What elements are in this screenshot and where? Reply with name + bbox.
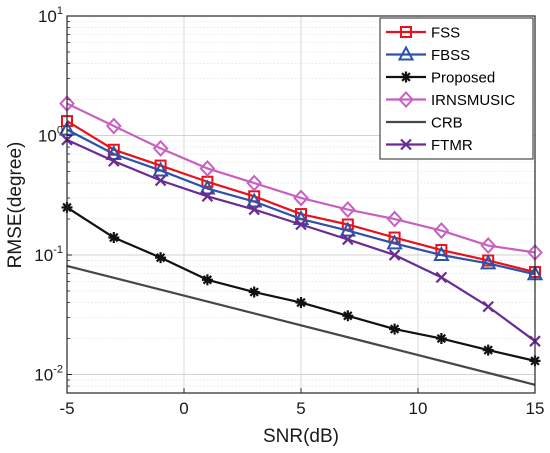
legend-marker xyxy=(400,138,412,151)
data-point-irnsmusic xyxy=(199,159,216,177)
x-tick-label: -5 xyxy=(59,399,74,418)
marker-stroke xyxy=(201,190,214,203)
legend-item-fss: FSS xyxy=(386,25,460,42)
marker-stroke xyxy=(435,271,448,284)
data-point-ftmr xyxy=(342,233,354,246)
legend-label: CRB xyxy=(431,115,463,132)
data-point-fbss xyxy=(339,221,356,237)
marker-stroke xyxy=(388,249,401,261)
marker-stroke xyxy=(436,333,447,344)
legend-item-ftmr: FTMR xyxy=(386,137,473,154)
series-irnsmusic xyxy=(59,95,543,261)
data-point-ftmr xyxy=(108,155,120,167)
axis-ticks: -5 0 5 10 15 101 100 10-1 10-2 xyxy=(34,5,544,418)
marker-stroke xyxy=(109,232,119,243)
legend-marker xyxy=(398,91,414,108)
data-point-fbss xyxy=(246,192,263,208)
data-point-ftmr xyxy=(201,190,214,203)
data-point-proposed xyxy=(201,274,213,286)
data-point-proposed xyxy=(155,252,167,264)
legend-box xyxy=(379,17,534,160)
series-fbss xyxy=(58,120,544,281)
data-point-ftmr xyxy=(435,271,448,284)
data-point-proposed xyxy=(108,232,120,244)
marker-stroke xyxy=(343,311,353,321)
legend-item-proposed: Proposed xyxy=(386,70,495,87)
x-tick-label: 10 xyxy=(409,399,428,418)
legend-marker xyxy=(397,45,415,61)
marker-stroke xyxy=(154,174,167,187)
marker-stroke xyxy=(401,72,411,82)
data-point-proposed xyxy=(482,344,494,356)
data-point-irnsmusic xyxy=(246,174,263,192)
marker-stroke xyxy=(400,138,412,151)
marker-stroke xyxy=(296,297,306,308)
data-point-proposed xyxy=(435,333,447,345)
marker-stroke xyxy=(482,300,494,313)
legend: FSS FBSS Proposed IRNSMUSIC CRB FTMR xyxy=(379,17,534,160)
legend-item-irnsmusic: IRNSMUSIC xyxy=(386,91,515,109)
data-point-ftmr xyxy=(482,300,494,313)
series-ftmr xyxy=(61,134,541,347)
marker-stroke xyxy=(483,345,493,355)
x-tick-label: 5 xyxy=(296,399,305,418)
data-point-fbss xyxy=(152,161,169,177)
data-point-proposed xyxy=(248,286,260,298)
data-point-fbss xyxy=(199,179,216,195)
marker-stroke xyxy=(248,203,260,216)
legend-marker xyxy=(400,71,412,83)
marker-stroke xyxy=(295,218,307,231)
y-tick-label: 10-1 xyxy=(34,244,63,265)
legend-label: FBSS xyxy=(431,47,470,64)
data-point-irnsmusic xyxy=(105,117,122,135)
data-point-irnsmusic xyxy=(433,222,450,240)
marker-stroke xyxy=(202,275,213,285)
y-axis-title: RMSE(degree) xyxy=(5,142,26,269)
y-tick-label: 10-2 xyxy=(34,363,63,384)
data-point-ftmr xyxy=(154,174,167,187)
legend-marker xyxy=(400,26,412,38)
legend-item-fbss: FBSS xyxy=(386,45,470,64)
series-line-crb xyxy=(66,264,536,386)
data-point-fbss xyxy=(433,245,450,261)
x-axis-title: SNR(dB) xyxy=(263,426,339,447)
data-point-proposed xyxy=(389,323,401,335)
data-point-fbss xyxy=(386,234,403,250)
legend-label: Proposed xyxy=(431,70,495,87)
y-tick-label: 100 xyxy=(38,124,63,145)
data-point-ftmr xyxy=(388,249,401,261)
data-point-proposed xyxy=(342,310,354,322)
data-point-irnsmusic xyxy=(339,201,356,219)
marker-stroke xyxy=(342,233,354,246)
legend-label: FTMR xyxy=(431,137,473,154)
plot-series xyxy=(58,95,544,386)
series-line-irnsmusic xyxy=(66,102,536,254)
data-point-fbss xyxy=(105,144,122,161)
marker-stroke xyxy=(249,287,259,297)
data-point-ftmr xyxy=(295,218,307,231)
data-point-fbss xyxy=(480,254,497,270)
data-point-irnsmusic xyxy=(480,237,497,255)
marker-stroke xyxy=(108,155,120,167)
legend-label: IRNSMUSIC xyxy=(431,92,515,109)
data-point-irnsmusic xyxy=(293,189,309,207)
legend-label: FSS xyxy=(431,25,460,42)
y-tick-label: 101 xyxy=(38,5,63,26)
data-point-irnsmusic xyxy=(386,210,403,228)
data-point-irnsmusic xyxy=(152,139,169,157)
series-crb xyxy=(66,264,536,386)
data-point-ftmr xyxy=(248,203,260,216)
marker-stroke xyxy=(389,324,400,334)
marker-stroke xyxy=(155,252,166,263)
x-tick-label: 15 xyxy=(526,399,545,418)
series-line-fbss xyxy=(66,128,536,276)
legend-item-crb: CRB xyxy=(386,115,463,132)
x-tick-label: 0 xyxy=(179,399,188,418)
data-point-proposed xyxy=(295,297,307,309)
